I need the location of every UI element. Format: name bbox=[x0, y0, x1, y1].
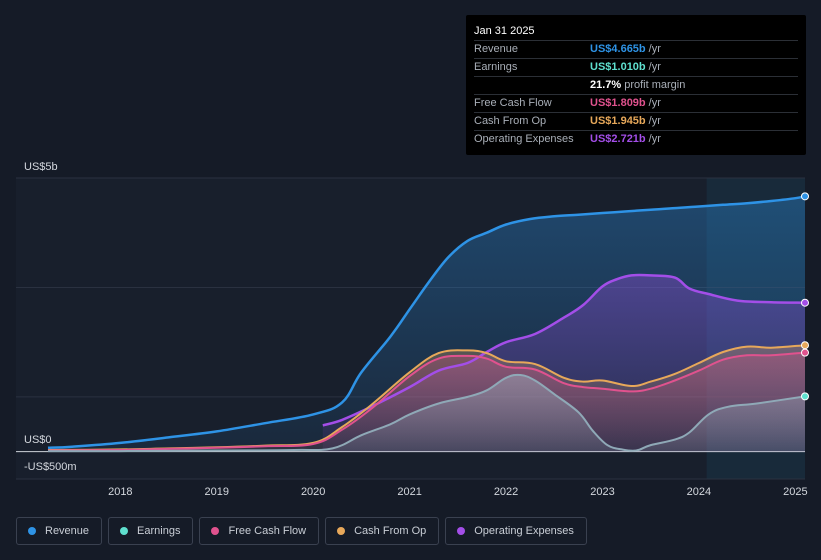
y-label-top: US$5b bbox=[24, 161, 58, 173]
legend-dot-icon bbox=[28, 527, 36, 535]
tooltip-label: Operating Expenses bbox=[474, 133, 574, 145]
marker-operating-expenses bbox=[801, 298, 809, 307]
x-tick-label: 2021 bbox=[397, 486, 421, 498]
legend-item-cash-from-op[interactable]: Cash From Op bbox=[325, 517, 440, 545]
x-tick-label: 2023 bbox=[590, 486, 614, 498]
tooltip-unit: /yr bbox=[648, 43, 661, 55]
tooltip-row: Earnings US$1.010b/yr bbox=[474, 58, 798, 76]
legend-item-earnings[interactable]: Earnings bbox=[108, 517, 194, 545]
y-label-zero: US$0 bbox=[24, 434, 52, 446]
tooltip-label: Revenue bbox=[474, 43, 519, 55]
tooltip-unit: profit margin bbox=[624, 79, 686, 91]
tooltip-unit: /yr bbox=[648, 133, 661, 145]
x-tick-label: 2024 bbox=[687, 486, 711, 498]
legend-label: Revenue bbox=[45, 525, 90, 537]
x-tick-label: 2025 bbox=[783, 486, 807, 498]
marker-cash-from-op bbox=[801, 341, 809, 350]
legend-dot-icon bbox=[211, 527, 220, 535]
legend-item-operating-expenses[interactable]: Operating Expenses bbox=[445, 517, 587, 545]
legend-label: Free Cash Flow bbox=[228, 525, 307, 537]
tooltip-unit: /yr bbox=[648, 97, 661, 109]
line-free-cash-flow bbox=[47, 351, 806, 452]
area-free-cash-flow bbox=[48, 352, 805, 452]
x-tick-label: 2018 bbox=[108, 486, 132, 498]
tooltip-row: Operating Expenses US$2.721b/yr bbox=[474, 130, 798, 148]
tooltip-value: US$1.945b bbox=[590, 115, 646, 127]
legend-label: Cash From Op bbox=[354, 525, 427, 537]
tooltip-value: US$2.721b bbox=[590, 133, 646, 145]
tooltip-label: Earnings bbox=[474, 61, 518, 73]
tooltip-value: 21.7% bbox=[590, 79, 622, 91]
legend-label: Operating Expenses bbox=[474, 525, 574, 537]
tooltip-label: Cash From Op bbox=[474, 115, 547, 127]
tooltip-row: Cash From Op US$1.945b/yr bbox=[474, 112, 798, 130]
legend-dot-icon bbox=[337, 527, 346, 535]
series-end-markers bbox=[801, 192, 809, 401]
x-tick-label: 2022 bbox=[494, 486, 518, 498]
tooltip-value: US$1.010b bbox=[590, 61, 646, 73]
legend-item-revenue[interactable]: Revenue bbox=[16, 517, 103, 545]
tooltip-label bbox=[474, 77, 590, 94]
line-revenue bbox=[47, 195, 806, 450]
line-earnings bbox=[47, 373, 806, 453]
marker-free-cash-flow bbox=[801, 348, 809, 357]
tooltip-label: Free Cash Flow bbox=[474, 97, 552, 109]
legend-item-free-cash-flow[interactable]: Free Cash Flow bbox=[199, 517, 320, 545]
line-operating-expenses bbox=[322, 273, 806, 427]
legend-dot-icon bbox=[120, 527, 129, 535]
x-tick-label: 2019 bbox=[205, 486, 229, 498]
x-tick-label: 2020 bbox=[301, 486, 325, 498]
marker-revenue bbox=[801, 192, 809, 201]
tooltip-unit: /yr bbox=[648, 115, 661, 127]
tooltip-panel: Jan 31 2025 Revenue US$4.665b/yr Earnings U… bbox=[466, 15, 806, 155]
tooltip-unit: /yr bbox=[648, 61, 661, 73]
tooltip-value: US$4.665b bbox=[590, 43, 646, 55]
tooltip-row: Revenue US$4.665b/yr bbox=[474, 40, 798, 58]
tooltip-value: US$1.809b bbox=[590, 97, 646, 109]
y-label-bottom: -US$500m bbox=[24, 461, 77, 473]
tooltip-row: Free Cash Flow US$1.809b/yr bbox=[474, 94, 798, 112]
area-earnings bbox=[48, 374, 805, 452]
tooltip-date: Jan 31 2025 bbox=[474, 25, 535, 37]
legend-label: Earnings bbox=[137, 525, 181, 537]
series-lines bbox=[47, 195, 806, 453]
series-areas bbox=[48, 196, 805, 452]
legend-dot-icon bbox=[457, 527, 466, 535]
tooltip-row: 21.7% profit margin bbox=[474, 76, 798, 94]
marker-earnings bbox=[801, 392, 809, 401]
legend: Revenue Earnings Free Cash Flow Cash From O… bbox=[16, 517, 587, 545]
x-axis-ticks: 2018 2019 2020 2021 2022 2023 2024 2025 bbox=[108, 486, 808, 498]
